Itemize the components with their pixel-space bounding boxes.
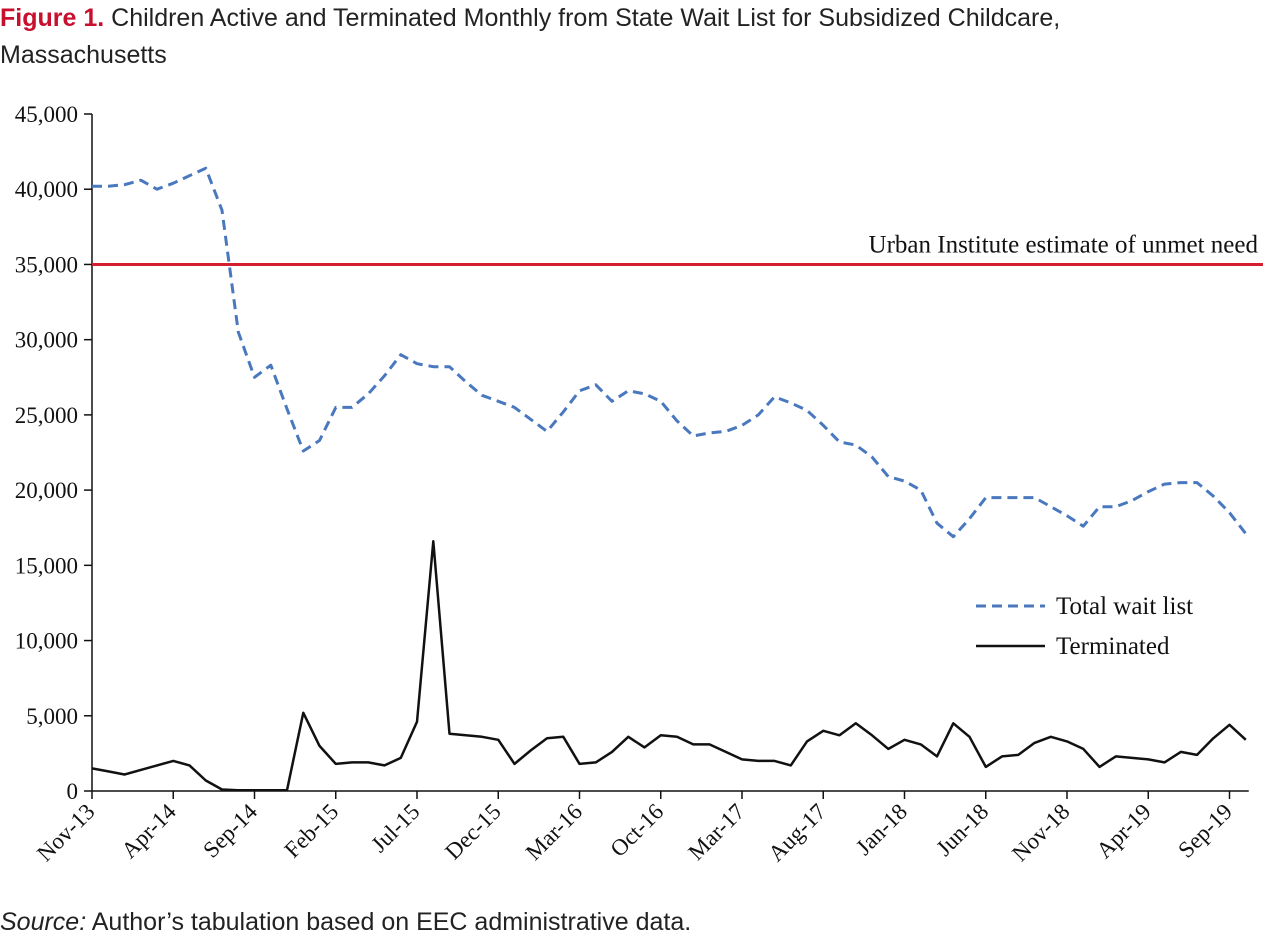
figure-title: Figure 1. Children Active and Terminated… [0,0,1280,74]
figure-label: Figure 1. [0,4,105,32]
y-tick-label: 10,000 [15,629,78,654]
x-tick-label: Sep-19 [1173,799,1237,863]
x-tick-label: Mar-17 [683,799,749,865]
x-tick-label: Dec-15 [440,799,506,865]
x-tick-label: Apr-14 [116,799,181,864]
series-group [91,166,1247,792]
y-tick-label: 5,000 [26,704,78,729]
y-axis-ticks: 0 5,000 10,000 15,000 20,000 25,000 30,000 35,0… [15,102,92,804]
x-tick-label: Jul-15 [366,799,424,857]
x-tick-label: Sep-14 [198,799,262,863]
source-label: Source: [0,908,87,936]
x-axis-ticks: Nov-13 Apr-14 Sep-14 Feb-15 Jul-15 Dec-15 Mar-… [32,791,1237,866]
series-line-total-wait-list [92,166,1247,539]
figure-title-line1: Children Active and Terminated Monthly f… [111,4,1061,32]
line-chart: 0 5,000 10,000 15,000 20,000 25,000 30,000 35,0… [15,102,1263,866]
x-tick-label: Nov-18 [1007,799,1074,866]
x-tick-label: Apr-19 [1091,799,1155,863]
source-note: Source: Author’s tabulation based on EEC… [0,908,691,937]
x-tick-label: Jan-18 [851,799,912,860]
source-text: Author’s tabulation based on EEC adminis… [91,908,692,936]
y-tick-label: 35,000 [15,252,78,277]
x-tick-label: Jun-18 [931,799,993,861]
x-tick-label: Aug-17 [763,799,830,866]
x-tick-label: Feb-15 [280,799,344,863]
y-tick-label: 15,000 [15,553,78,578]
x-tick-label: Nov-13 [32,799,99,866]
chart-axes [91,114,1249,792]
x-tick-label: Mar-16 [521,799,587,865]
y-tick-label: 30,000 [15,328,78,353]
figure-title-line2: Massachusetts [0,41,167,69]
y-tick-label: 45,000 [15,102,78,127]
reference-line-label: Urban Institute estimate of unmet need [869,231,1259,258]
series-line-terminated [91,540,1247,792]
reference-line-group: Urban Institute estimate of unmet need [92,231,1263,266]
legend-label-terminated: Terminated [1056,633,1170,660]
x-tick-label: Oct-16 [605,799,668,862]
y-tick-label: 0 [67,779,79,804]
y-tick-label: 20,000 [15,478,78,503]
legend-label-total-wait-list: Total wait list [1056,593,1193,620]
y-tick-label: 25,000 [15,403,78,428]
y-tick-label: 40,000 [15,177,78,202]
chart-legend: Total wait list Terminated [976,593,1193,660]
